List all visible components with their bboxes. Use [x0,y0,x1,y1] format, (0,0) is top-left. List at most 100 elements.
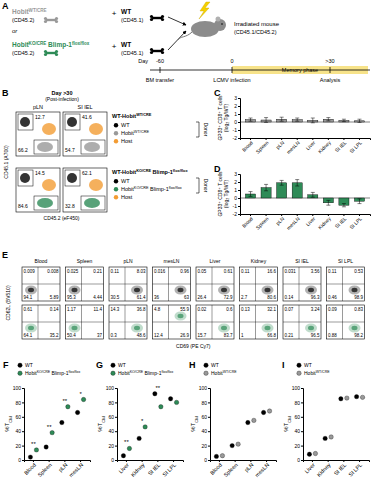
tick-mark [301,388,303,389]
tick: 40 [108,428,117,434]
tick-label: 40 [201,428,207,434]
flow-plot: 0.1332.1166.8 [240,305,278,339]
or-label: or [12,28,18,34]
axis: 020406080100 [199,385,211,463]
tick-mark [238,122,240,123]
quadrant-value: 0.11 [328,269,337,274]
significance: ** [124,439,129,445]
tick: 20 [108,443,117,449]
tick: mesLN [285,214,301,231]
quadrant-value: 26.9 [180,333,189,338]
tick-label: 3 [234,95,237,101]
tick-mark [301,446,303,447]
point [50,430,54,434]
tick: -2 [233,135,240,141]
quadrant-value: 98.2 [354,333,363,338]
panel-e: EBloodSpleenpLNmesLNLiverKidneySI IELSI … [2,250,365,349]
tick: 0 [111,457,117,463]
text-part: flox/flox [72,41,90,46]
bone-end [150,51,153,54]
gate [65,114,80,130]
axis-title: CD62L (BV510) [5,285,11,320]
axis: LiverKidneySI IELSI LPL [117,460,183,478]
tick-mark [64,460,65,462]
point [60,420,64,424]
tick: SI IEL [334,138,348,153]
axis-title: %TCM [97,416,106,432]
bone-end [55,20,58,23]
quadrant-value: 0.83 [354,307,363,312]
tick: Liver [117,460,130,474]
population-core [72,288,78,292]
tick: mesLN [68,460,85,478]
tick-label: 100 [13,385,22,391]
zero-line [240,122,370,123]
quadrant-value: 0.09 [328,307,337,312]
point [34,448,38,452]
text-part: %T [283,422,289,431]
tissue-title: SI IEL [295,258,309,264]
mouse-head [214,19,226,31]
plot-frame [327,305,365,339]
point [153,392,157,396]
quadrant-line [240,284,278,285]
tick: pLN [274,138,285,150]
quadrant-line [109,284,147,285]
tick-mark [238,114,240,115]
text-part: %T [97,422,103,431]
axis-title: %TCM [283,416,292,432]
quadrant-line [283,284,321,285]
tick: 60 [15,414,24,420]
tick-label: 0 [111,457,114,463]
text-part: Blimp-1 [46,41,72,49]
tick-label: Blood [209,462,223,476]
error-bar [357,119,361,122]
tick: -1 [233,203,240,209]
tick: 3 [234,95,240,101]
tick-mark [266,214,267,216]
legend-entry: HobitKO/CRE Blimp-1flox/flox [121,186,182,192]
tissue-title: Kidney [251,258,267,264]
quadrant-value: 63 [184,295,190,300]
quadrant-line [22,284,60,285]
tick-label: Blood [23,462,37,476]
panel-label: I [282,360,285,370]
panel-label: A [2,1,9,11]
error-bar [342,204,346,207]
text-part: Blimp-1 [151,169,173,175]
axis: BloodSpleenpLNmesLN [23,460,91,478]
legend-title: WT-HobitKO/CRE Blimp-1flox/flox [112,169,188,175]
axis-line [25,461,91,463]
tick-label: Spleen [222,462,238,478]
tick: 0 [234,119,240,125]
quadrant-value: 0.46 [328,295,337,300]
tick: Liver [303,460,316,474]
tick-mark [343,460,344,462]
donor-bracket [196,178,199,193]
tick-mark [359,214,360,216]
tick: 40 [201,428,210,434]
text-part: KO/CRE [29,41,47,46]
tick-mark [238,182,240,183]
point [345,396,349,400]
tick: pLN [243,460,254,473]
quadrant-value: 83.7 [224,333,233,338]
plot-frame [63,168,107,212]
tick-label: Kidney [316,462,332,478]
axis-line [238,99,241,139]
tick: 0 [18,457,24,463]
quadrant-value: 3.56 [311,269,320,274]
legend-entry: WT [25,362,33,368]
tick: pLN [57,460,68,473]
tick: 80 [294,400,303,406]
quadrant-value: 5.89 [50,295,59,300]
tick-mark [343,138,344,140]
quadrant-value: 0.025 [67,269,79,274]
population-core [352,326,358,330]
quadrant-value: 35.2 [50,333,59,338]
chart-5: IWTHobitWT/CRE%TCM020406080100LiverKidne… [282,360,370,478]
tick: 80 [108,400,117,406]
tick-label: 2 [234,103,237,109]
tick-mark [238,130,240,131]
tick-mark [312,460,313,462]
